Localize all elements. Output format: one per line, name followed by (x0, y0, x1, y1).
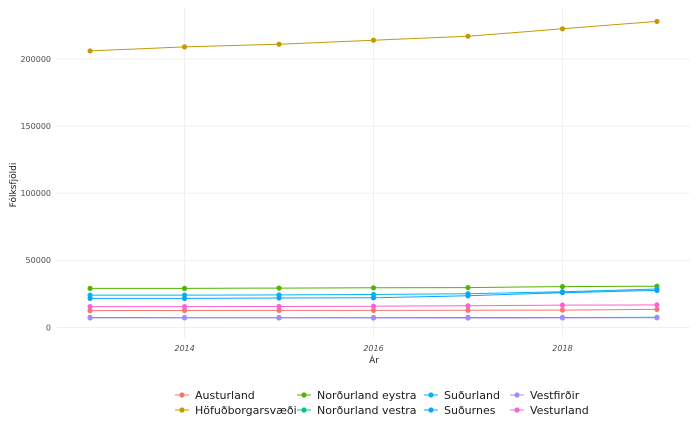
data-point (559, 284, 566, 290)
data-point (465, 33, 471, 39)
legend-label: Suðurnes (444, 404, 496, 417)
legend-label: Höfuðborgarsvæði (195, 404, 297, 417)
legend-item: Norðurland vestra (297, 404, 417, 417)
legend-key-point (301, 407, 307, 413)
legend-label: Norðurland eystra (317, 389, 417, 402)
legend-key-point (514, 407, 520, 413)
y-axis-ticks: 0 50000 100000 150000 200000 (20, 55, 51, 332)
series-6 (87, 315, 660, 321)
data-point (465, 293, 471, 299)
data-point (559, 26, 566, 32)
data-point (370, 37, 377, 43)
data-point (370, 315, 377, 321)
data-point (370, 303, 377, 309)
data-point (87, 48, 93, 54)
y-axis-title: Fólksfjöldi (8, 163, 19, 208)
data-point (370, 285, 377, 291)
data-point (559, 302, 566, 308)
legend-label: Norðurland vestra (317, 404, 417, 417)
legend-item: Austurland (175, 389, 255, 402)
legend-item: Vesturland (510, 404, 589, 417)
data-point (87, 285, 93, 291)
x-tick-label: 2016 (363, 344, 383, 353)
legend-key-point (179, 392, 185, 398)
data-point (465, 307, 471, 313)
data-point (181, 304, 188, 310)
series-7 (87, 302, 660, 310)
x-axis-title: Ár (369, 354, 379, 366)
data-point (181, 307, 188, 314)
data-point (465, 315, 471, 321)
legend-key-point (301, 392, 307, 398)
data-point (276, 303, 282, 310)
data-point (559, 307, 566, 313)
data-point (559, 315, 566, 321)
data-point (654, 302, 660, 308)
legend-key-point (428, 407, 434, 413)
legend: Austurland Höfuðborgarsvæði Norðurland eys… (175, 389, 589, 417)
data-point (654, 18, 660, 25)
data-point (87, 295, 93, 302)
legend-label: Austurland (195, 389, 255, 402)
data-point (87, 308, 93, 314)
x-tick-label: 2018 (552, 344, 572, 353)
legend-key-point (179, 407, 185, 413)
data-point (370, 307, 377, 313)
data-point (465, 284, 471, 291)
data-point (276, 41, 282, 47)
data-point (276, 315, 282, 321)
data-point (276, 295, 282, 301)
data-point (654, 315, 660, 321)
legend-key-point (428, 392, 434, 398)
data-point (465, 303, 471, 309)
y-tick-label: 100000 (20, 189, 51, 198)
data-point (87, 315, 93, 321)
series-1 (87, 18, 660, 54)
data-point (654, 287, 660, 293)
data-point (276, 285, 282, 291)
series-5 (87, 287, 660, 302)
x-axis-ticks: 2014 2016 2018 (174, 344, 572, 353)
series-group (87, 18, 660, 321)
data-point (87, 304, 93, 310)
legend-label: Vestfirðir (530, 389, 580, 402)
data-point (181, 44, 188, 50)
data-point (559, 290, 566, 296)
data-point (654, 306, 660, 313)
data-point (370, 295, 377, 301)
data-point (181, 285, 188, 291)
legend-item: Suðurnes (424, 404, 496, 417)
y-tick-label: 0 (46, 323, 51, 332)
y-tick-label: 200000 (20, 55, 51, 64)
legend-label: Vesturland (530, 404, 589, 417)
data-point (181, 295, 188, 302)
legend-item: Vestfirðir (510, 389, 580, 402)
legend-label: Suðurland (444, 389, 500, 402)
x-tick-label: 2014 (174, 344, 194, 353)
legend-item: Norðurland eystra (297, 389, 417, 402)
legend-key-point (514, 392, 520, 398)
data-point (181, 315, 188, 321)
y-tick-label: 150000 (20, 122, 51, 131)
y-tick-label: 50000 (26, 256, 51, 265)
legend-item: Höfuðborgarsvæði (175, 404, 297, 417)
data-point (276, 307, 282, 313)
gridlines (57, 8, 690, 338)
series-0 (87, 306, 660, 314)
legend-item: Suðurland (424, 389, 500, 402)
